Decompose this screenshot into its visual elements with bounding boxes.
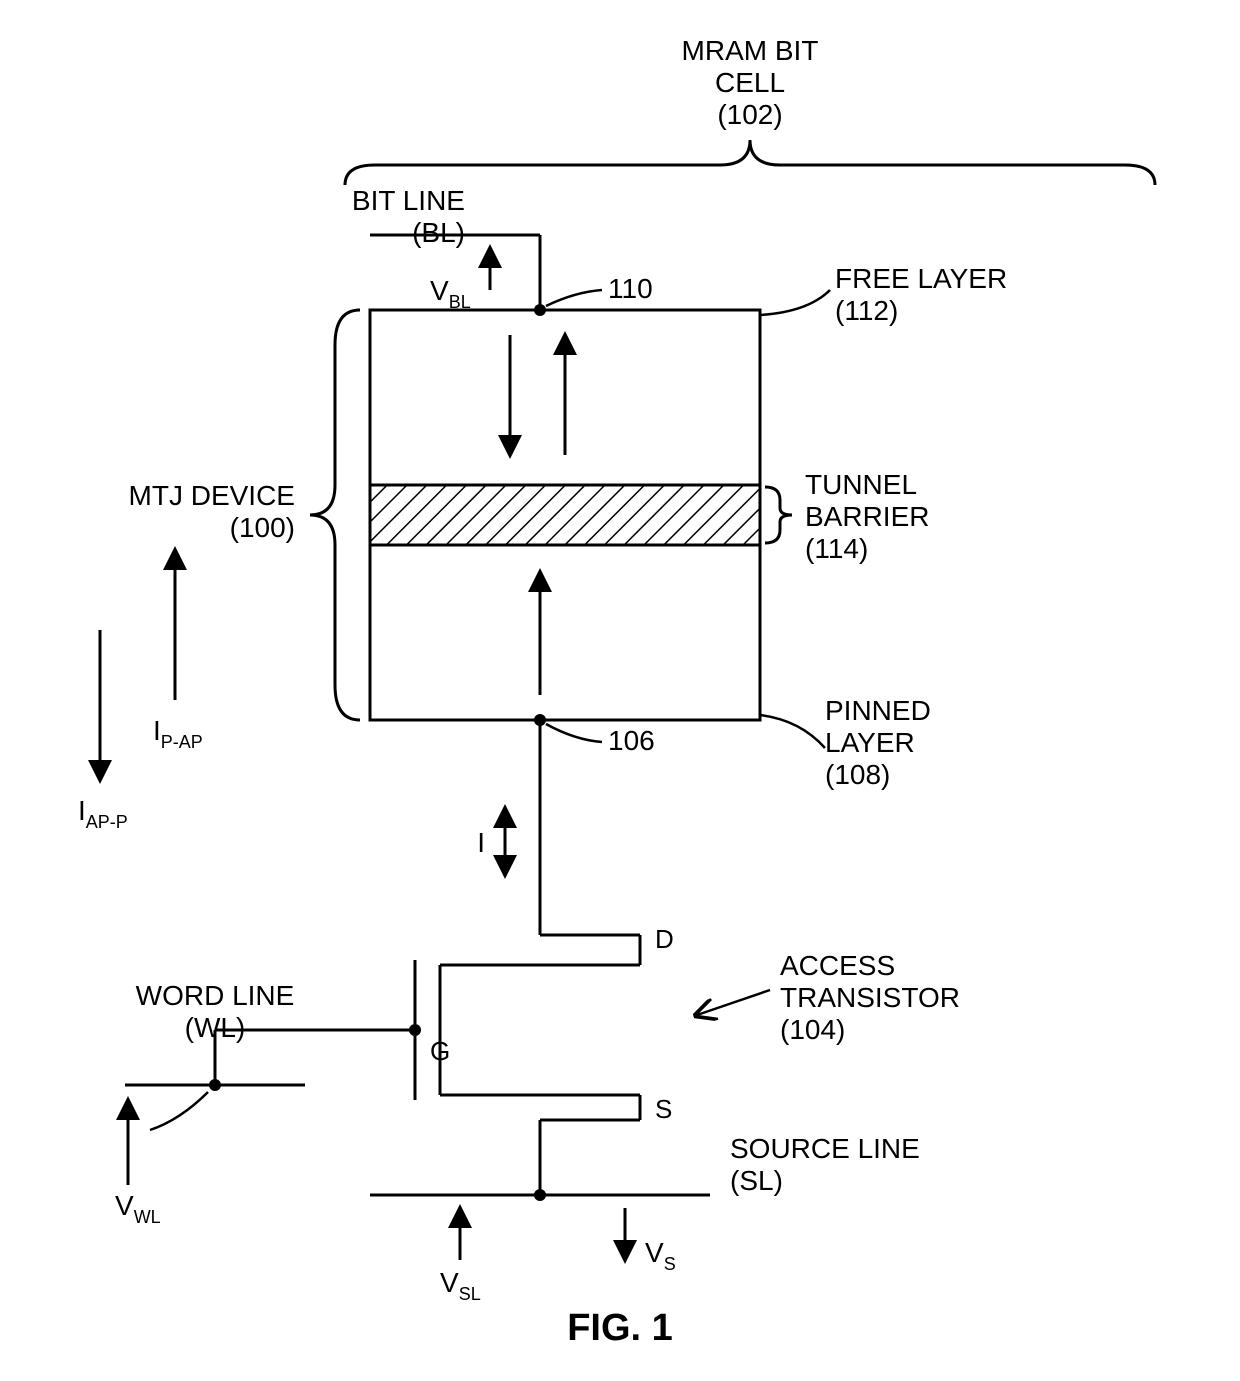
- svg-text:(100): (100): [230, 512, 295, 543]
- svg-text:TRANSISTOR: TRANSISTOR: [780, 982, 960, 1013]
- svg-text:VWL: VWL: [115, 1190, 161, 1227]
- node-106-label: 106: [546, 724, 655, 756]
- svg-text:LAYER: LAYER: [825, 727, 915, 758]
- node-110-label: 110: [546, 273, 653, 306]
- current-i: I: [477, 808, 505, 875]
- gate-letter: G: [430, 1036, 450, 1066]
- node-110-dot: [534, 304, 546, 316]
- svg-text:(112): (112): [835, 295, 898, 326]
- pinned-layer-label: PINNED LAYER (108): [760, 695, 931, 790]
- svg-text:(SL): (SL): [730, 1165, 783, 1196]
- svg-text:VS: VS: [645, 1237, 676, 1274]
- svg-text:BARRIER: BARRIER: [805, 501, 929, 532]
- svg-text:110: 110: [608, 273, 653, 304]
- svg-text:PINNED: PINNED: [825, 695, 931, 726]
- svg-text:(WL): (WL): [185, 1012, 246, 1043]
- cell-brace: MRAM BIT CELL (102): [345, 35, 1155, 185]
- svg-text:MTJ DEVICE: MTJ DEVICE: [129, 480, 295, 511]
- svg-text:IAP-P: IAP-P: [78, 795, 128, 832]
- access-transistor: [415, 935, 640, 1120]
- cell-brace-ref: (102): [717, 99, 782, 130]
- cell-brace-label1: MRAM BIT: [682, 35, 819, 66]
- drain-letter: D: [655, 924, 674, 954]
- svg-text:106: 106: [608, 725, 655, 756]
- gate-node-dot: [409, 1024, 421, 1036]
- source-line: VSL VS SOURCE LINE (SL): [370, 1120, 920, 1304]
- current-p-ap: IP-AP: [153, 550, 203, 752]
- cell-brace-label2: CELL: [715, 67, 785, 98]
- free-layer-moment-arrows: [510, 335, 565, 455]
- svg-text:(BL): (BL): [412, 217, 465, 248]
- transistor-label: ACCESS TRANSISTOR (104): [697, 950, 960, 1045]
- svg-text:WORD LINE: WORD LINE: [136, 980, 295, 1011]
- svg-text:I: I: [477, 827, 485, 858]
- svg-text:FREE LAYER: FREE LAYER: [835, 263, 1007, 294]
- bit-line: VBL BIT LINE (BL): [352, 185, 546, 316]
- tunnel-barrier-label: TUNNEL BARRIER (114): [765, 469, 929, 564]
- svg-text:(108): (108): [825, 759, 890, 790]
- source-letter: S: [655, 1094, 672, 1124]
- free-layer-label: FREE LAYER (112): [760, 263, 1007, 326]
- vbl-label: VBL: [430, 275, 471, 312]
- mtj-brace: MTJ DEVICE (100): [129, 310, 360, 720]
- svg-text:VSL: VSL: [440, 1267, 481, 1304]
- svg-text:IP-AP: IP-AP: [153, 715, 203, 752]
- current-ap-p: IAP-P: [78, 630, 128, 832]
- svg-text:(114): (114): [805, 533, 868, 564]
- figure-caption: FIG. 1: [567, 1307, 673, 1349]
- pinned-layer-rect: [370, 545, 760, 720]
- word-line: WORD LINE (WL) VWL: [115, 980, 305, 1227]
- svg-text:(104): (104): [780, 1014, 845, 1045]
- svg-text:BIT LINE: BIT LINE: [352, 185, 465, 216]
- tunnel-barrier-rect: [370, 485, 760, 545]
- mram-bitcell-diagram: MRAM BIT CELL (102) FREE LAYER (112) TUN…: [0, 0, 1240, 1381]
- svg-text:ACCESS: ACCESS: [780, 950, 895, 981]
- svg-text:TUNNEL: TUNNEL: [805, 469, 917, 500]
- svg-text:SOURCE LINE: SOURCE LINE: [730, 1133, 920, 1164]
